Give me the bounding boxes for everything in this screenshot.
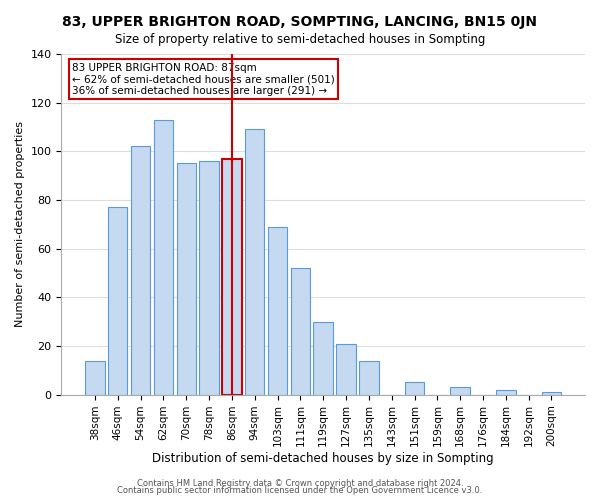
Y-axis label: Number of semi-detached properties: Number of semi-detached properties [15,122,25,328]
Bar [176,164,196,394]
Bar [405,382,424,394]
Bar [542,392,561,394]
Bar [290,268,310,394]
Bar [108,208,127,394]
Bar [85,360,104,394]
Bar [313,322,333,394]
Bar [199,161,219,394]
Text: Contains public sector information licensed under the Open Government Licence v3: Contains public sector information licen… [118,486,482,495]
Text: Contains HM Land Registry data © Crown copyright and database right 2024.: Contains HM Land Registry data © Crown c… [137,478,463,488]
Text: 83 UPPER BRIGHTON ROAD: 87sqm
← 62% of semi-detached houses are smaller (501)
36: 83 UPPER BRIGHTON ROAD: 87sqm ← 62% of s… [72,62,335,96]
Text: 83, UPPER BRIGHTON ROAD, SOMPTING, LANCING, BN15 0JN: 83, UPPER BRIGHTON ROAD, SOMPTING, LANCI… [62,15,538,29]
Bar [359,360,379,394]
Bar [451,388,470,394]
Bar [268,226,287,394]
Text: Size of property relative to semi-detached houses in Sompting: Size of property relative to semi-detach… [115,32,485,46]
Bar [496,390,515,394]
Bar [245,130,265,394]
Bar [222,158,242,394]
Bar [154,120,173,394]
X-axis label: Distribution of semi-detached houses by size in Sompting: Distribution of semi-detached houses by … [152,452,494,465]
Bar [337,344,356,394]
Bar [131,146,150,394]
